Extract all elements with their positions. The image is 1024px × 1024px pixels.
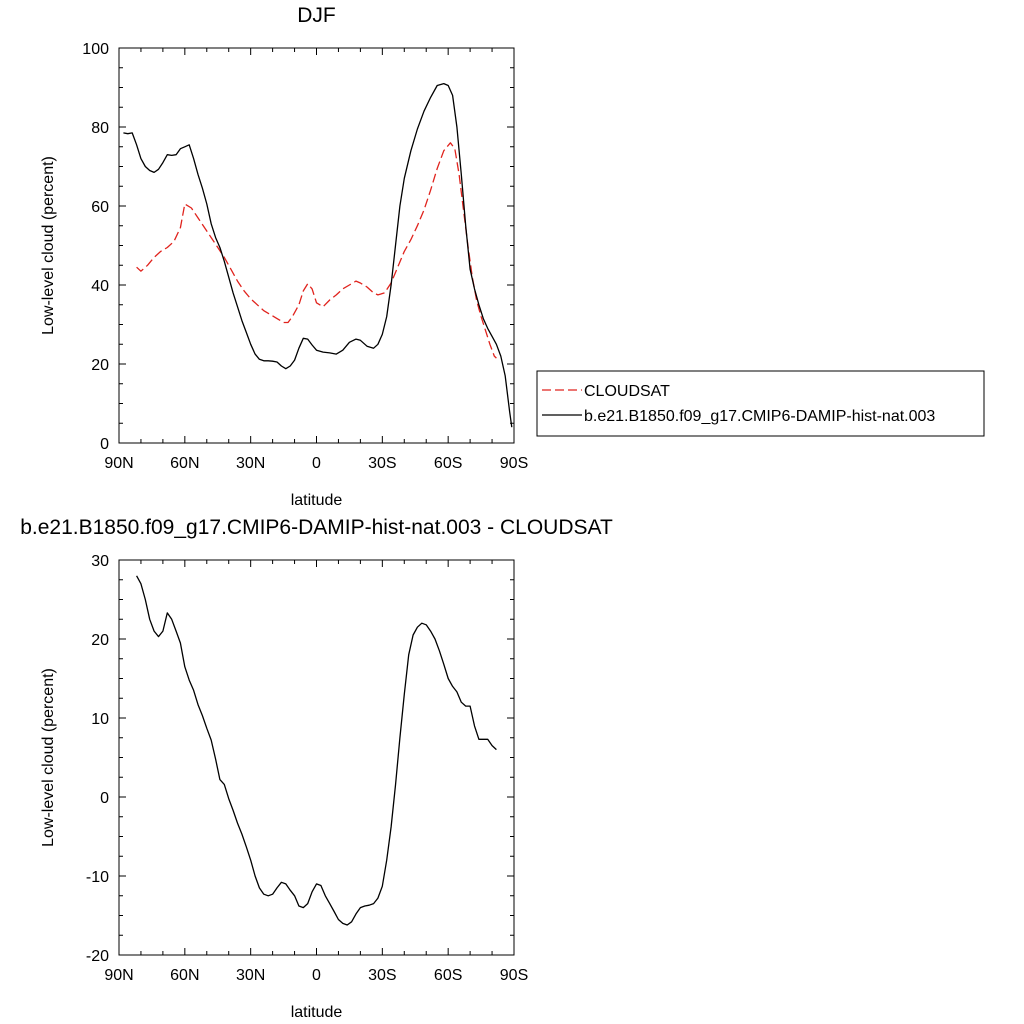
chart-title: DJF <box>297 4 336 27</box>
legend-entry: b.e21.B1850.f09_g17.CMIP6-DAMIP-hist-nat… <box>584 408 935 425</box>
series-line-b-e21-b1850-f09-g17-cmip6-damip-hist-nat-003 <box>123 82 513 428</box>
y-tick-label: 60 <box>91 199 109 216</box>
x-tick-label: 60N <box>170 455 199 472</box>
x-tick-label: 60S <box>434 967 462 984</box>
x-axis-label: latitude <box>291 492 343 509</box>
legend-box <box>536 370 985 437</box>
x-tick-label: 90N <box>104 455 133 472</box>
y-axis-label: Low-level cloud (percent) <box>40 156 57 335</box>
y-tick-label: -10 <box>86 869 109 886</box>
chart-title: b.e21.B1850.f09_g17.CMIP6-DAMIP-hist-nat… <box>20 516 613 539</box>
plot-frame <box>118 559 515 956</box>
difference-series-line <box>136 575 497 926</box>
legend-entry: CLOUDSAT <box>584 383 670 400</box>
y-axis-label: Low-level cloud (percent) <box>40 668 57 847</box>
y-tick-label: 80 <box>91 120 109 137</box>
y-tick-label: 10 <box>91 711 109 728</box>
x-tick-label: 90N <box>104 967 133 984</box>
y-tick-label: 0 <box>100 436 109 453</box>
series-line-cloudsat <box>136 142 497 359</box>
y-tick-label: 20 <box>91 632 109 649</box>
x-tick-label: 30N <box>236 455 265 472</box>
x-tick-label: 60N <box>170 967 199 984</box>
x-tick-label: 0 <box>312 455 321 472</box>
x-tick-label: 0 <box>312 967 321 984</box>
y-tick-label: 0 <box>100 790 109 807</box>
x-tick-label: 90S <box>500 967 528 984</box>
x-tick-label: 90S <box>500 455 528 472</box>
chart-panel-2: 90N 60N 30N 0 30S 60S 90S -20 -10 0 10 20 30 b.e21.B1… <box>20 516 613 1021</box>
y-tick-label: 40 <box>91 278 109 295</box>
chart-panel-1: 90N 60N 30N 0 30S 60S 90S 0 20 40 60 80 100 DJF latitu… <box>40 4 985 509</box>
x-tick-label: 60S <box>434 455 462 472</box>
y-tick-label: 20 <box>91 357 109 374</box>
y-tick-label: 30 <box>91 553 109 570</box>
x-axis-label: latitude <box>291 1004 343 1021</box>
chart-legend: CLOUDSAT b.e21.B1850.f09_g17.CMIP6-DAMIP-… <box>536 370 985 437</box>
x-tick-label: 30S <box>368 967 396 984</box>
x-tick-label: 30N <box>236 967 265 984</box>
y-tick-label: 100 <box>82 41 109 58</box>
y-tick-label: -20 <box>86 948 109 965</box>
x-tick-label: 30S <box>368 455 396 472</box>
